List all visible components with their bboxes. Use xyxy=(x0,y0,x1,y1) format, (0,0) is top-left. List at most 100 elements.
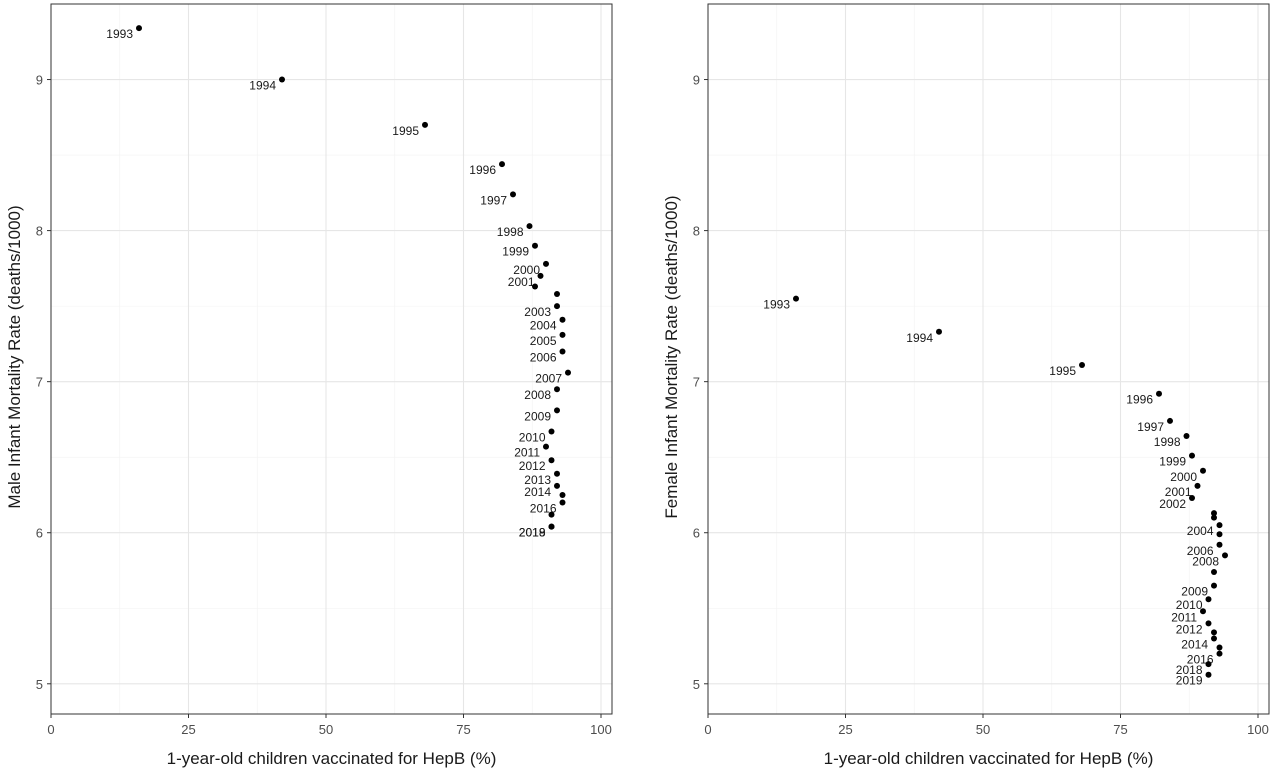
data-point xyxy=(559,499,566,506)
point-label: 2013 xyxy=(524,473,551,487)
x-tick-label: 50 xyxy=(976,722,990,737)
data-point xyxy=(1205,596,1212,603)
point-label: 2007 xyxy=(535,372,562,386)
point-label: 1993 xyxy=(106,27,133,41)
data-point xyxy=(1205,661,1212,668)
point-label: 2010 xyxy=(1176,598,1203,612)
data-point xyxy=(559,491,566,498)
x-tick-label: 75 xyxy=(1113,722,1127,737)
plot-background xyxy=(51,4,612,714)
point-label: 2012 xyxy=(1176,622,1203,636)
data-point xyxy=(1194,482,1201,489)
data-point xyxy=(554,482,560,489)
point-label: 1998 xyxy=(497,225,524,239)
data-point xyxy=(548,457,555,464)
point-label: 1994 xyxy=(249,79,276,93)
x-tick-label: 0 xyxy=(47,722,54,737)
data-point xyxy=(532,283,538,290)
y-tick-label: 6 xyxy=(693,526,700,541)
point-label: 2019 xyxy=(1176,674,1203,688)
x-tick-label: 25 xyxy=(838,722,852,737)
data-point xyxy=(554,303,560,310)
data-point xyxy=(559,316,566,323)
point-label: 2011 xyxy=(1171,610,1197,624)
data-point xyxy=(936,328,942,335)
data-point xyxy=(1216,541,1223,548)
x-axis-title: 1-year-old children vaccinated for HepB … xyxy=(167,749,497,768)
point-label: 2000 xyxy=(513,263,540,277)
point-label: 1996 xyxy=(469,163,496,177)
data-point xyxy=(1211,582,1217,589)
plot-background xyxy=(708,4,1269,714)
data-point xyxy=(510,191,516,198)
x-tick-label: 100 xyxy=(590,722,612,737)
data-point xyxy=(554,470,560,477)
data-point xyxy=(422,121,428,128)
data-point xyxy=(1211,510,1217,517)
data-point xyxy=(543,260,549,267)
data-point xyxy=(1216,650,1223,657)
x-axis-title: 1-year-old children vaccinated for HepB … xyxy=(824,749,1154,768)
data-point xyxy=(793,295,799,302)
point-label: 2018 xyxy=(519,526,546,540)
point-label: 1995 xyxy=(392,124,419,138)
data-point xyxy=(559,348,566,355)
point-label: 2019 xyxy=(519,526,546,540)
data-point xyxy=(565,369,571,376)
y-tick-label: 7 xyxy=(36,375,43,390)
data-point xyxy=(1189,452,1195,459)
plot-frame xyxy=(50,3,613,715)
point-label: 1999 xyxy=(502,245,529,259)
point-label: 2001 xyxy=(1165,485,1192,499)
x-tick-label: 0 xyxy=(704,722,711,737)
point-label: 2000 xyxy=(1170,470,1197,484)
point-label: 2011 xyxy=(514,446,540,460)
point-label: 2008 xyxy=(524,388,551,402)
point-label: 2009 xyxy=(1181,585,1208,599)
data-point xyxy=(499,161,505,168)
y-tick-label: 5 xyxy=(36,677,43,692)
data-point xyxy=(1216,522,1223,529)
y-tick-label: 8 xyxy=(693,224,700,239)
point-label: 2008 xyxy=(1192,554,1219,568)
y-axis-title: Female Infant Mortality Rate (deaths/100… xyxy=(662,195,681,518)
y-axis-title: Male Infant Mortality Rate (deaths/1000) xyxy=(5,205,24,508)
point-label: 2006 xyxy=(1187,544,1214,558)
data-point xyxy=(548,428,555,435)
data-point xyxy=(1200,467,1206,474)
female-mortality-panel: 0 25 50 75 100 5 6 7 8 9 1-year-old children vacci… xyxy=(662,3,1270,768)
data-point xyxy=(554,386,560,393)
point-label: 2018 xyxy=(1176,663,1203,677)
point-label: 2001 xyxy=(508,275,535,289)
data-point xyxy=(279,76,285,83)
point-label: 2004 xyxy=(1187,524,1214,538)
x-tick-label: 50 xyxy=(319,722,333,737)
data-point xyxy=(1211,514,1217,521)
point-label: 1993 xyxy=(763,298,790,312)
point-label: 2010 xyxy=(519,431,546,445)
plot-frame xyxy=(707,3,1270,715)
data-point xyxy=(1156,390,1162,397)
data-point xyxy=(1200,608,1206,615)
y-tick-label: 8 xyxy=(36,224,43,239)
x-tick-label: 75 xyxy=(456,722,470,737)
data-point xyxy=(1189,494,1195,501)
data-point xyxy=(1205,620,1212,627)
data-point xyxy=(543,443,549,450)
point-label: 1995 xyxy=(1049,364,1076,378)
point-label: 2004 xyxy=(530,319,557,333)
data-point xyxy=(1211,635,1217,642)
y-tick-label: 9 xyxy=(693,73,700,88)
point-label: 2009 xyxy=(524,409,551,423)
point-label: 1996 xyxy=(1126,393,1153,407)
data-point xyxy=(526,223,533,230)
data-point xyxy=(1079,362,1085,369)
data-point xyxy=(554,291,560,298)
data-point xyxy=(1183,433,1190,440)
data-point xyxy=(1167,417,1173,424)
point-label: 2006 xyxy=(530,350,557,364)
data-point xyxy=(1211,569,1217,575)
point-label: 2014 xyxy=(524,485,551,499)
